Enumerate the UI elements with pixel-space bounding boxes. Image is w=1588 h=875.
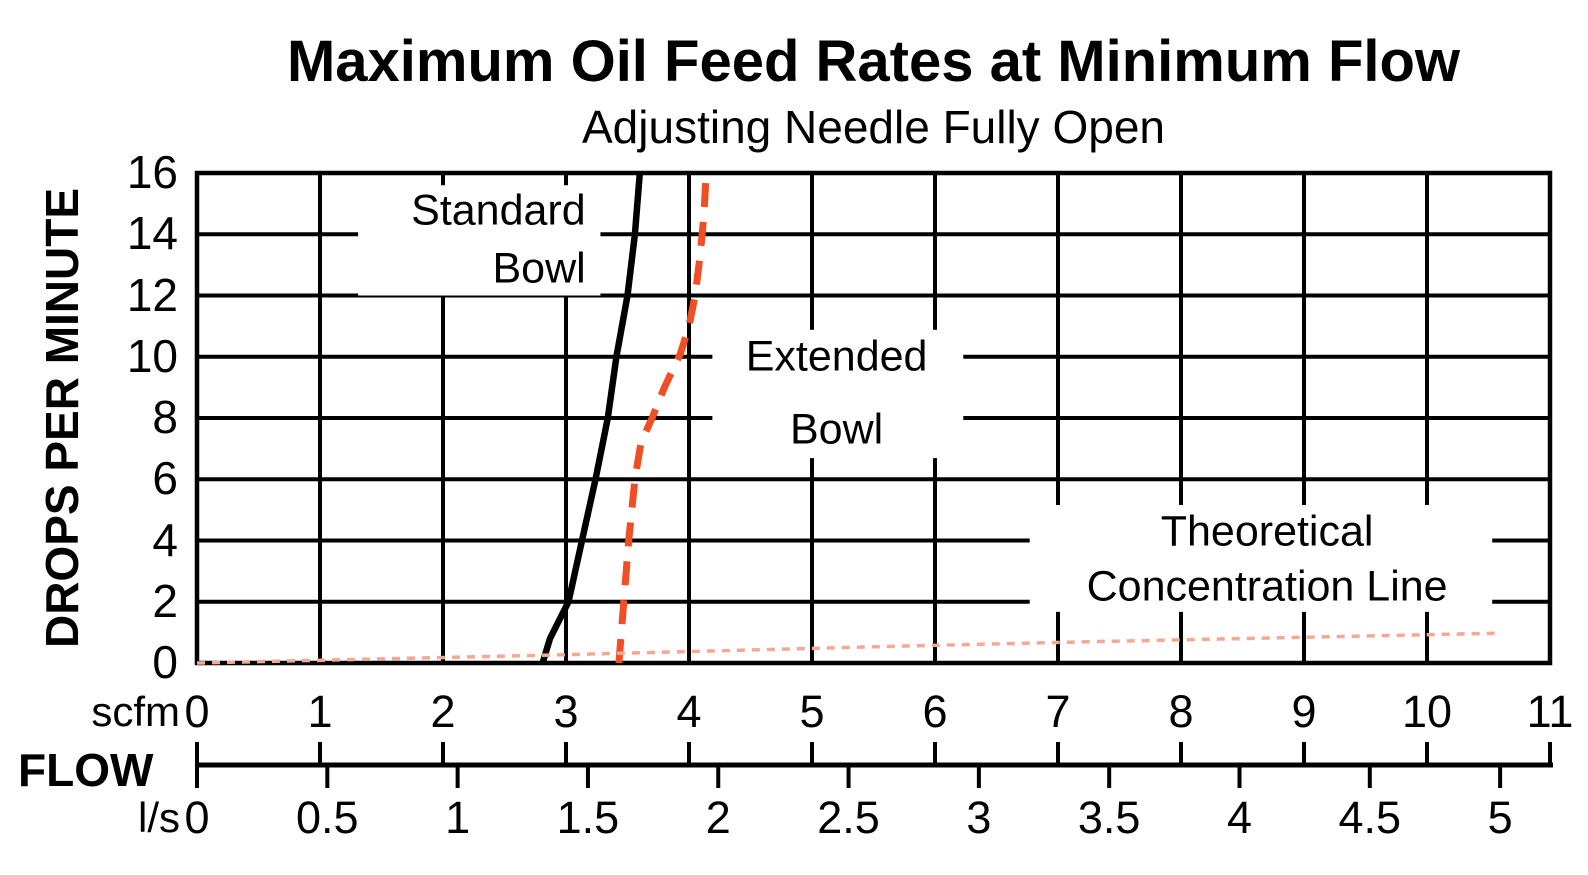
x-tick-ls-label: 1 <box>445 792 471 843</box>
extended-bowl-label: Bowl <box>789 405 884 454</box>
x-axis-title: FLOW <box>18 744 154 796</box>
x-unit-scfm-label: scfm <box>91 688 180 735</box>
y-tick-label: 0 <box>152 635 178 688</box>
x-tick-ls-label: 4 <box>1226 792 1252 843</box>
x-tick-ls-label: 0.5 <box>296 792 359 843</box>
y-tick-label: 4 <box>152 513 178 566</box>
x-tick-scfm-label: 0 <box>184 686 210 737</box>
theoretical-concentration-line-label: Concentration Line <box>1086 562 1448 611</box>
series-theoretical-concentration-line <box>196 631 1495 665</box>
standard-bowl-label: Bowl <box>492 244 586 293</box>
x-tick-scfm-label: 3 <box>553 686 579 737</box>
x-tick-scfm-label: 8 <box>1168 686 1194 737</box>
x-tick-ls-label: 2 <box>705 792 731 843</box>
x-tick-scfm-label: 2 <box>430 686 456 737</box>
y-tick-label: 6 <box>152 452 178 505</box>
extended-bowl-label: Extended <box>745 332 928 381</box>
x-tick-scfm-label: 5 <box>799 686 825 737</box>
x-tick-ls-label: 0 <box>184 792 210 843</box>
x-tick-ls-label: 3.5 <box>1077 792 1141 843</box>
x-tick-ls-label: 2.5 <box>817 792 880 843</box>
x-tick-scfm-label: 11 <box>1526 686 1574 737</box>
theoretical-concentration-line-label: Theoretical <box>1160 507 1374 556</box>
x-tick-scfm-label: 1 <box>307 686 333 737</box>
flow-ruler <box>195 742 1553 788</box>
x-unit-ls-label: l/s <box>138 794 180 841</box>
x-tick-scfm-label: 7 <box>1045 686 1071 737</box>
x-tick-ls-label: 4.5 <box>1338 792 1402 843</box>
x-tick-ls-label: 5 <box>1487 792 1513 843</box>
x-tick-scfm-label: 6 <box>922 686 948 737</box>
y-tick-label: 8 <box>152 390 178 443</box>
standard-bowl-label: Standard <box>411 186 586 235</box>
series-standard-bowl <box>539 172 644 664</box>
x-tick-ls-label: 3 <box>966 792 992 843</box>
y-tick-label: 14 <box>126 207 178 260</box>
y-tick-label: 12 <box>126 268 178 321</box>
chart-title: Maximum Oil Feed Rates at Minimum Flow <box>286 29 1461 94</box>
series-extended-bowl <box>615 172 710 664</box>
chart-subtitle: Adjusting Needle Fully Open <box>582 101 1165 153</box>
annotation-backplates <box>358 185 1493 612</box>
x-tick-scfm-label: 9 <box>1291 686 1317 737</box>
y-tick-label: 2 <box>152 574 178 627</box>
x-tick-ls-label: 1.5 <box>556 792 620 843</box>
plot-frame <box>194 170 1553 666</box>
x-tick-scfm-label: 10 <box>1401 686 1453 737</box>
x-tick-scfm-label: 4 <box>676 686 702 737</box>
y-tick-label: 10 <box>126 329 178 382</box>
y-tick-label: 16 <box>126 145 178 198</box>
